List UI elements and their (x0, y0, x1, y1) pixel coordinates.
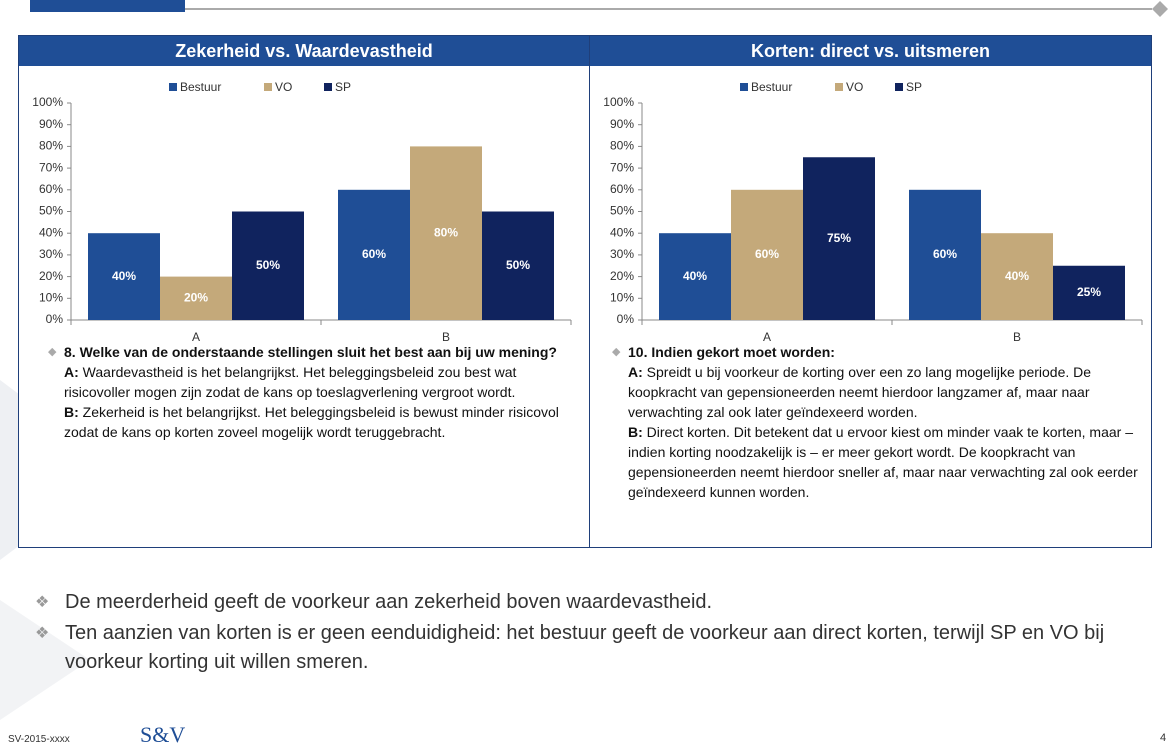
bar (160, 276, 232, 320)
option-text: Spreidt u bij voorkeur de korting over e… (628, 364, 1092, 420)
value-label: 75% (827, 231, 851, 245)
y-tick-label: 100% (603, 95, 634, 109)
top-bar (30, 0, 185, 12)
y-tick-label: 60% (610, 182, 634, 196)
y-tick-label: 70% (39, 160, 63, 174)
option-label: A: (64, 364, 79, 380)
legend-swatch (169, 83, 177, 91)
footer-code: SV-2015-xxxx (8, 734, 70, 745)
question-title: 8. Welke van de onderstaande stellingen … (64, 344, 557, 360)
panel: Korten: direct vs. uitsmeren 0% 10% 20% 30%… (589, 36, 1151, 547)
option-text: Waardevastheid is het belangrijkst. Het … (64, 364, 517, 400)
y-tick-label: 80% (39, 139, 63, 153)
conclusion-text: De meerderheid geeft de voorkeur aan zek… (65, 591, 713, 613)
y-tick-label: 90% (610, 117, 634, 131)
legend-swatch (740, 83, 748, 91)
x-tick-label: A (192, 330, 200, 344)
legend-label: SP (906, 80, 922, 94)
y-tick-label: 20% (39, 269, 63, 283)
panel: Zekerheid vs. Waardevastheid 0% 10% 20% 30%… (19, 36, 589, 547)
y-tick-label: 50% (610, 204, 634, 218)
y-tick-label: 10% (610, 290, 634, 304)
y-tick-label: 40% (39, 225, 63, 239)
value-label: 80% (434, 225, 458, 239)
bar (338, 189, 410, 320)
option-label: B: (628, 424, 643, 440)
value-label: 60% (933, 247, 957, 261)
bar (232, 211, 304, 320)
bullet: ◆ (612, 346, 621, 358)
legend-label: VO (275, 80, 292, 94)
y-tick-label: 60% (39, 182, 63, 196)
value-label: 50% (506, 258, 530, 272)
legend-label: SP (335, 80, 351, 94)
y-tick-label: 70% (610, 160, 634, 174)
legend-label: Bestuur (180, 80, 221, 94)
option-text: Direct korten. Dit betekent dat u ervoor… (628, 424, 1138, 500)
question: ◆ 10. Indien gekort moet worden: A: Spre… (612, 342, 1148, 502)
bullet: ◆ (48, 346, 57, 358)
page-number: 4 (1160, 732, 1167, 744)
bar (731, 189, 803, 320)
bar (482, 211, 554, 320)
legend-swatch (324, 83, 332, 91)
option-label: B: (64, 404, 79, 420)
bar (803, 157, 875, 320)
bar (909, 189, 981, 320)
y-tick-label: 10% (39, 290, 63, 304)
x-tick-label: B (1013, 330, 1021, 344)
y-tick-label: 0% (617, 312, 635, 326)
value-label: 60% (755, 247, 779, 261)
value-label: 25% (1077, 285, 1101, 299)
y-tick-label: 40% (610, 225, 634, 239)
y-tick-label: 0% (46, 312, 64, 326)
value-label: 50% (256, 258, 280, 272)
legend-swatch (264, 83, 272, 91)
value-label: 40% (1005, 269, 1029, 283)
legend-swatch (895, 83, 903, 91)
chevron (0, 600, 90, 720)
legend-swatch (835, 83, 843, 91)
value-label: 20% (184, 290, 208, 304)
x-tick-label: A (763, 330, 771, 344)
bar (410, 146, 482, 320)
chart: 0% 10% 20% 30% 40% 50% 60% 70% 80% 90% 100% Bestuur… (603, 80, 1143, 344)
y-tick-label: 80% (610, 139, 634, 153)
option-label: A: (628, 364, 643, 380)
option-text: Zekerheid is het belangrijkst. Het beleg… (64, 404, 559, 440)
y-tick-label: 100% (32, 95, 63, 109)
y-tick-label: 50% (39, 204, 63, 218)
bullet: ❖ (35, 625, 50, 642)
diamond (1152, 1, 1168, 17)
y-tick-label: 90% (39, 117, 63, 131)
chart-title: Zekerheid vs. Waardevastheid (19, 36, 589, 66)
chart-box: Zekerheid vs. Waardevastheid 0% 10% 20% 30%… (18, 35, 1152, 548)
y-tick-label: 30% (610, 247, 634, 261)
value-label: 40% (112, 269, 136, 283)
value-label: 40% (683, 269, 707, 283)
y-tick-label: 30% (39, 247, 63, 261)
question-title: 10. Indien gekort moet worden: (628, 344, 835, 360)
legend-label: VO (846, 80, 863, 94)
conclusion: ❖ Ten aanzien van korten is er geen eendu… (35, 619, 1125, 677)
logo: S&V (140, 722, 186, 747)
question: ◆ 8. Welke van de onderstaande stellinge… (48, 342, 569, 442)
x-tick-label: B (442, 330, 450, 344)
y-tick-label: 20% (610, 269, 634, 283)
bar (88, 233, 160, 320)
bar (659, 233, 731, 320)
bar (981, 233, 1053, 320)
bullet: ❖ (35, 594, 50, 611)
legend-label: Bestuur (751, 80, 792, 94)
conclusion: ❖ De meerderheid geeft de voorkeur aan ze… (35, 588, 1125, 617)
bar (1053, 265, 1125, 320)
value-label: 60% (362, 247, 386, 261)
conclusion-text: Ten aanzien van korten is er geen eendui… (65, 622, 1105, 673)
chart-title: Korten: direct vs. uitsmeren (590, 36, 1151, 66)
chart: 0% 10% 20% 30% 40% 50% 60% 70% 80% 90% 100% Bestuur… (32, 80, 572, 344)
